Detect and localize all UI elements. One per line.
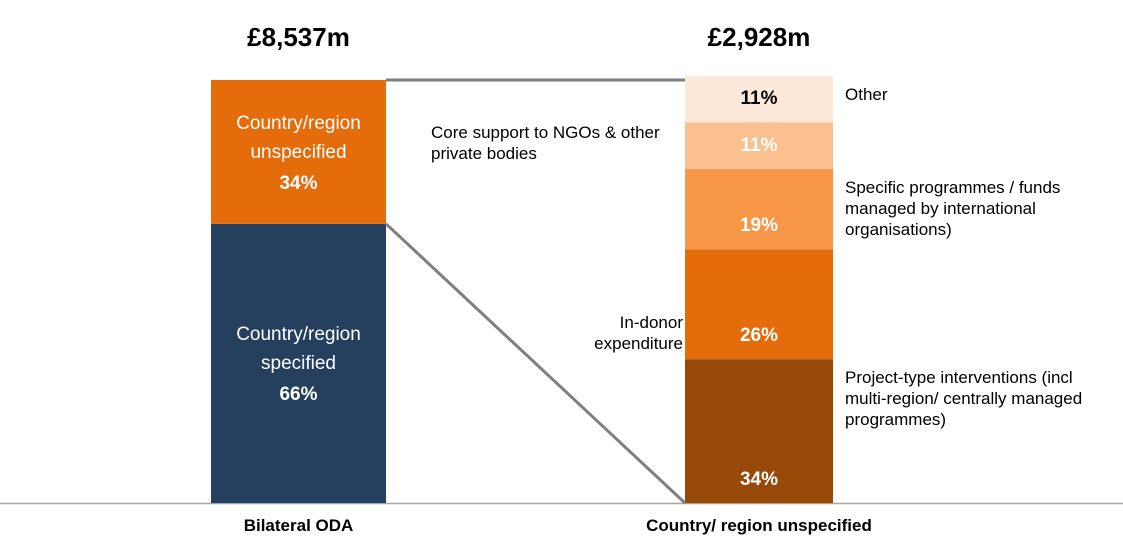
bar-segment bbox=[211, 80, 386, 224]
bar-segment bbox=[211, 223, 386, 503]
value-label: 19% bbox=[739, 215, 779, 237]
segment-name: Country/region unspecified bbox=[236, 112, 361, 163]
bar-segment bbox=[685, 75, 833, 123]
value-label: 26% bbox=[739, 325, 779, 347]
segment-name: Project-type interventions (incl multi-r… bbox=[845, 368, 1083, 430]
value-label: 34% bbox=[279, 172, 318, 194]
bar-segment bbox=[685, 168, 833, 250]
value-label: 11% bbox=[740, 134, 778, 156]
bar-segment bbox=[685, 359, 833, 503]
value-label: 11% bbox=[740, 88, 778, 110]
segment-label: Country/region unspecified 34% bbox=[211, 80, 386, 224]
segment-name: Core support to NGOs & other private bod… bbox=[431, 122, 660, 163]
category-label: Bilateral ODA bbox=[243, 516, 354, 535]
segment-name: Other bbox=[845, 84, 888, 104]
bar-segment bbox=[685, 122, 833, 169]
segment-name: Country/region specified bbox=[236, 324, 361, 375]
connector bbox=[384, 222, 687, 505]
value-label: 34% bbox=[739, 469, 779, 490]
bar-total: £2,928m bbox=[707, 22, 811, 52]
segment-label: Country/region specified 66% bbox=[211, 224, 386, 503]
category-label: Country/ region unspecified bbox=[646, 516, 872, 535]
segment-name: Specific programmes / funds managed by i… bbox=[845, 177, 1061, 239]
bar-total: £8,537m bbox=[247, 22, 350, 52]
segment-name: In-donor expenditure bbox=[594, 313, 683, 354]
value-label: 66% bbox=[279, 384, 318, 406]
bar-segment bbox=[685, 249, 833, 360]
